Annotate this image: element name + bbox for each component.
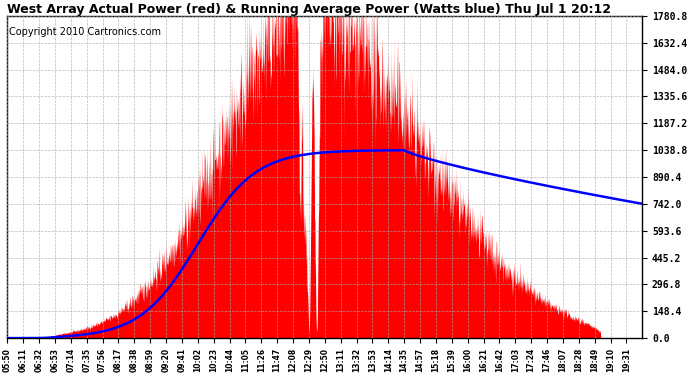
- Text: Copyright 2010 Cartronics.com: Copyright 2010 Cartronics.com: [8, 27, 161, 37]
- Text: West Array Actual Power (red) & Running Average Power (Watts blue) Thu Jul 1 20:: West Array Actual Power (red) & Running …: [8, 3, 611, 16]
